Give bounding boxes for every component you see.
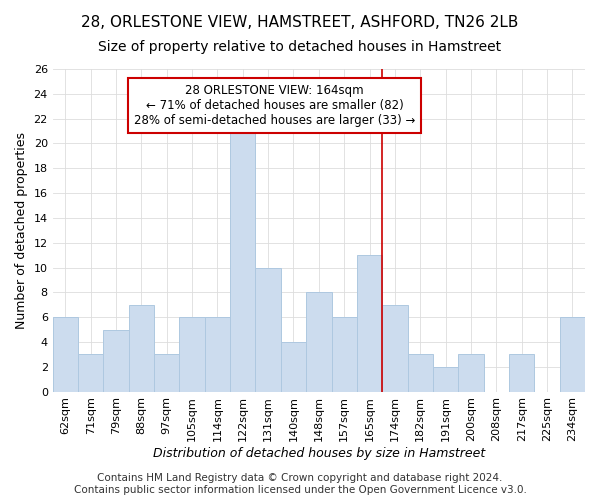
- Bar: [332, 317, 357, 392]
- Text: 28, ORLESTONE VIEW, HAMSTREET, ASHFORD, TN26 2LB: 28, ORLESTONE VIEW, HAMSTREET, ASHFORD, …: [82, 15, 518, 30]
- X-axis label: Distribution of detached houses by size in Hamstreet: Distribution of detached houses by size …: [153, 447, 485, 460]
- Bar: [53, 317, 78, 392]
- Bar: [179, 317, 205, 392]
- Bar: [230, 131, 256, 392]
- Bar: [154, 354, 179, 392]
- Bar: [357, 255, 382, 392]
- Text: Size of property relative to detached houses in Hamstreet: Size of property relative to detached ho…: [98, 40, 502, 54]
- Bar: [103, 330, 129, 392]
- Bar: [306, 292, 332, 392]
- Text: Contains HM Land Registry data © Crown copyright and database right 2024.
Contai: Contains HM Land Registry data © Crown c…: [74, 474, 526, 495]
- Bar: [205, 317, 230, 392]
- Bar: [129, 304, 154, 392]
- Bar: [458, 354, 484, 392]
- Bar: [78, 354, 103, 392]
- Text: 28 ORLESTONE VIEW: 164sqm
← 71% of detached houses are smaller (82)
28% of semi-: 28 ORLESTONE VIEW: 164sqm ← 71% of detac…: [134, 84, 415, 127]
- Bar: [256, 268, 281, 392]
- Bar: [281, 342, 306, 392]
- Bar: [560, 317, 585, 392]
- Bar: [407, 354, 433, 392]
- Bar: [509, 354, 535, 392]
- Y-axis label: Number of detached properties: Number of detached properties: [15, 132, 28, 329]
- Bar: [382, 304, 407, 392]
- Bar: [433, 367, 458, 392]
